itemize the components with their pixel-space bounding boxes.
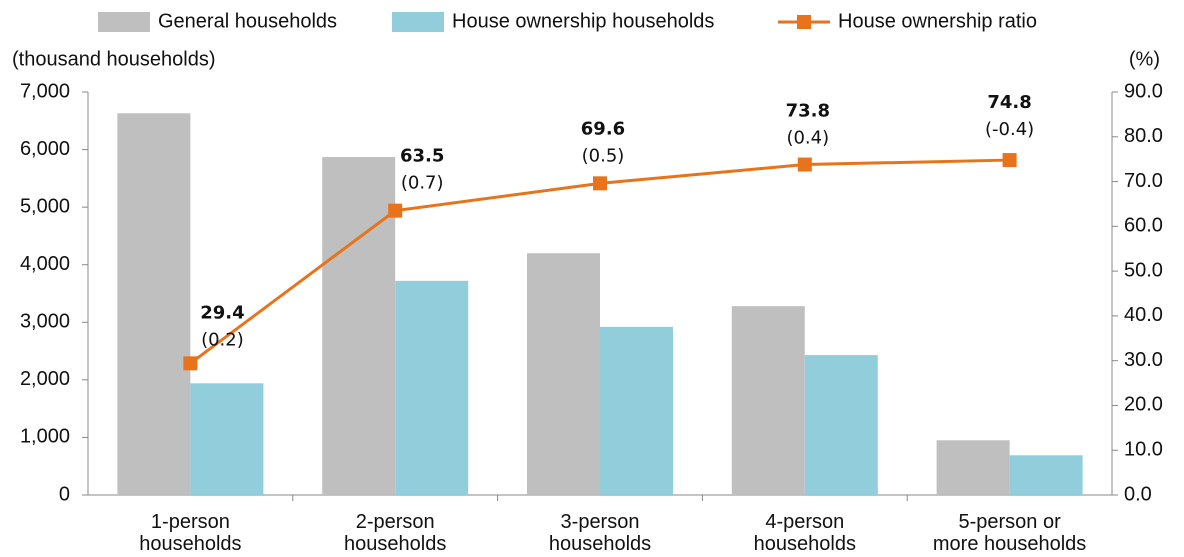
legend-label: General households <box>158 10 337 32</box>
data-label: 73.8 <box>786 101 830 122</box>
data-label: 69.6 <box>581 118 625 139</box>
y2-tick-label: 80.0 <box>1124 125 1163 147</box>
bar <box>322 157 396 495</box>
bar <box>527 253 600 495</box>
x-tick-label: 1-person households <box>139 511 241 555</box>
bar <box>1009 455 1083 495</box>
legend-label: House ownership ratio <box>838 10 1037 32</box>
data-label: 74.8 <box>987 92 1031 113</box>
legend-label: House ownership households <box>452 10 714 32</box>
y-axis-label: (thousand households) <box>12 48 215 70</box>
change-label: (0.2) <box>201 329 244 350</box>
y2-tick-label: 20.0 <box>1124 394 1163 416</box>
y2-tick-label: 40.0 <box>1124 304 1163 326</box>
legend-swatch <box>392 12 444 32</box>
bar <box>804 355 878 495</box>
y-tick-label: 5,000 <box>20 195 70 217</box>
line-marker <box>593 176 607 191</box>
x-tick-label: 3-person households <box>549 511 651 555</box>
data-label: 29.4 <box>200 302 244 323</box>
legend-marker <box>797 15 811 29</box>
y2-tick-label: 30.0 <box>1124 349 1163 371</box>
y-tick-label: 1,000 <box>20 426 70 448</box>
y2-tick-label: 70.0 <box>1124 170 1163 192</box>
data-label: 63.5 <box>400 146 444 167</box>
x-tick-label: 4-person households <box>754 511 856 555</box>
y-tick-label: 2,000 <box>20 368 70 390</box>
line-marker <box>797 157 812 172</box>
y2-axis-label: (%) <box>1129 48 1160 70</box>
bar <box>395 280 469 495</box>
bar <box>731 306 805 495</box>
y2-tick-label: 60.0 <box>1124 215 1163 237</box>
y-tick-label: 0 <box>59 483 70 505</box>
change-label: (-0.4) <box>985 119 1034 140</box>
line-marker <box>183 356 198 371</box>
bar <box>936 440 1010 495</box>
y2-tick-label: 90.0 <box>1124 80 1163 102</box>
line-marker <box>1002 153 1017 168</box>
change-label: (0.4) <box>786 128 829 149</box>
change-label: (0.7) <box>401 173 444 194</box>
change-label: (0.5) <box>582 145 625 166</box>
y2-tick-label: 50.0 <box>1124 259 1163 281</box>
y-tick-label: 3,000 <box>20 311 70 333</box>
bar <box>190 383 264 495</box>
y-tick-label: 4,000 <box>20 253 70 275</box>
y-tick-label: 7,000 <box>20 80 70 102</box>
bar <box>117 113 191 496</box>
y-tick-label: 6,000 <box>20 138 70 160</box>
legend-swatch <box>98 12 150 32</box>
line-marker <box>388 203 403 218</box>
y2-tick-label: 0.0 <box>1124 483 1152 505</box>
y2-tick-label: 10.0 <box>1124 439 1163 461</box>
x-tick-label: 2-person households <box>344 511 446 555</box>
bar <box>600 326 673 495</box>
x-tick-label: 5-person or more households <box>933 511 1086 555</box>
